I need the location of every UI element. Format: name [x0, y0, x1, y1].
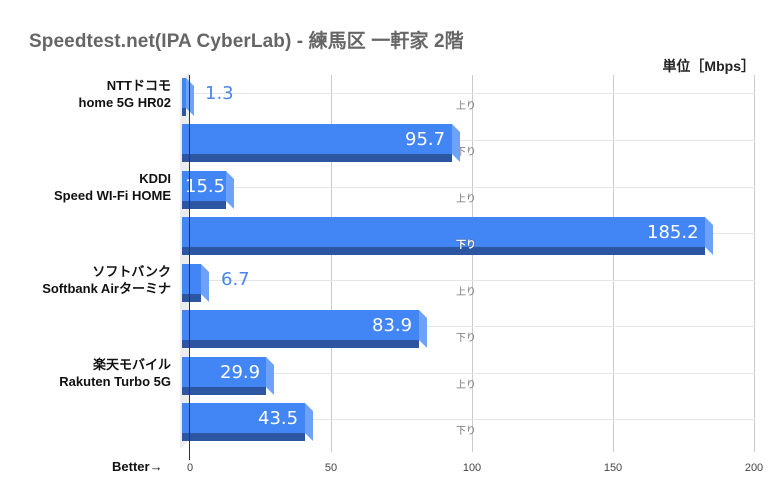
unit-label: 単位［Mbps］: [662, 58, 755, 74]
direction-label-down: 下り: [456, 333, 476, 344]
gridline-100: [472, 75, 473, 452]
category-name: 楽天モバイル: [92, 357, 171, 372]
direction-label-down: 下り: [456, 426, 476, 437]
bar-value-label: 15.5: [185, 176, 226, 197]
3d-wall: [180, 72, 189, 449]
bar-value-label: 6.7: [221, 269, 250, 290]
direction-label-up: 上り: [456, 287, 476, 298]
hgrid: [189, 187, 755, 188]
x-tick-label: 50: [324, 462, 338, 474]
3d-wall-bottom-corner: [180, 440, 189, 449]
category-label-rakuten: 楽天モバイル Rakuten Turbo 5G: [59, 356, 171, 390]
x-tick-label: 0: [186, 462, 194, 474]
category-name: NTTドコモ: [106, 78, 171, 93]
direction-label-up: 上り: [456, 194, 476, 205]
hgrid: [189, 419, 755, 420]
bar-value-label: 83.9: [372, 315, 413, 336]
x-tick-label: 100: [462, 462, 482, 474]
category-device: Softbank Airターミナ: [42, 281, 171, 296]
category-device: Rakuten Turbo 5G: [59, 374, 171, 389]
3d-wall-top-corner: [180, 72, 189, 81]
bar-value-label: 95.7: [405, 129, 446, 150]
category-name: KDDI: [139, 171, 171, 186]
bar-value-label: 185.2: [647, 222, 699, 243]
bar-value-label: 1.3: [205, 83, 234, 104]
x-tick-label: 200: [744, 462, 764, 474]
hgrid: [189, 93, 755, 94]
direction-label-up: 上り: [456, 380, 476, 391]
hgrid: [189, 373, 755, 374]
gridline-200: [754, 75, 755, 452]
chart-title: Speedtest.net(IPA CyberLab) - 練馬区 一軒家 2階: [29, 31, 464, 52]
hgrid: [189, 326, 755, 327]
hgrid: [189, 280, 755, 281]
y-axis-line: [189, 75, 190, 460]
bar-value-label: 29.9: [220, 362, 261, 383]
category-label-ntt: NTTドコモ home 5G HR02: [79, 77, 171, 111]
direction-label-up: 上り: [456, 101, 476, 112]
category-name: ソフトバンク: [92, 264, 171, 279]
category-device: Speed WI-Fi HOME: [54, 188, 171, 203]
direction-label-down: 下り: [456, 147, 476, 158]
direction-label-down: 下り: [456, 240, 476, 251]
gridline-50: [331, 75, 332, 452]
better-direction-label: Better→: [112, 459, 163, 474]
category-device: home 5G HR02: [78, 95, 171, 110]
category-label-softbank: ソフトバンク Softbank Airターミナ: [42, 263, 171, 297]
category-label-kddi: KDDI Speed WI-Fi HOME: [54, 170, 171, 204]
hgrid: [189, 140, 755, 141]
gridline-150: [613, 75, 614, 452]
bar-value-label: 43.5: [258, 408, 299, 429]
x-tick-label: 150: [603, 462, 623, 474]
